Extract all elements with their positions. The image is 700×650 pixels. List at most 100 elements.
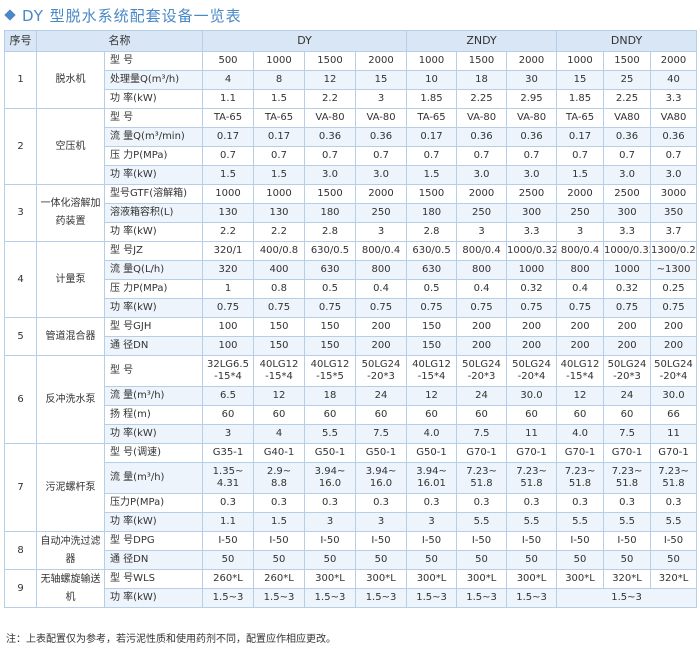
value-cell: 0.17	[202, 127, 254, 147]
value-cell: 40LG12 -15*5	[304, 355, 356, 387]
value-cell: 0.3	[456, 493, 508, 513]
group-name: 污泥螺杆泵	[36, 443, 105, 532]
value-cell: I-50	[456, 531, 508, 551]
value-cell: 150	[304, 317, 356, 337]
value-cell: G50-1	[304, 443, 356, 463]
value-cell: 24	[603, 386, 652, 406]
value-cell: 0.75	[650, 298, 698, 318]
table-row: 3 一体化溶解加药装置 型号GTF(溶解箱) 1000 1000 1500 2000 1500…	[4, 184, 698, 242]
value-cell: 1.5~3	[556, 588, 698, 608]
header-name: 名称	[36, 30, 203, 52]
value-cell: 10	[406, 70, 458, 90]
value-cell: 60	[603, 405, 652, 425]
value-cell: 0.7	[506, 146, 558, 166]
value-cell: 300*L	[406, 569, 458, 589]
value-cell: 0.36	[650, 127, 698, 147]
value-cell: 50	[406, 550, 458, 570]
table-row: 1 脱水机型 号 500 1000 1500 2000 1000 1500 2000 1000 15…	[4, 51, 698, 109]
table-row: 5 管道混合器型 号GJH 100 150 150 200 150 200 200 200 200 2…	[4, 317, 698, 356]
value-cell: 1	[202, 279, 254, 299]
value-cell: 1500	[304, 51, 356, 71]
value-cell: 12	[556, 386, 605, 406]
table-row: 8 自动冲洗过滤器型 号DPG I-50 I-50 I-50 I-50 I-50 I-50 I-…	[4, 531, 698, 570]
value-cell: 2500	[603, 184, 652, 204]
value-cell: 1.1	[202, 89, 254, 109]
value-cell: 800	[456, 260, 508, 280]
value-cell: 200	[506, 317, 558, 337]
value-cell: 0.75	[603, 298, 652, 318]
value-cell: 0.75	[506, 298, 558, 318]
value-cell: I-50	[556, 531, 605, 551]
value-cell: 0.36	[354, 127, 408, 147]
value-cell: 1.5	[406, 165, 458, 185]
value-cell: 60	[406, 405, 458, 425]
value-cell: 0.32	[506, 279, 558, 299]
value-cell: 4	[253, 424, 305, 444]
value-cell: 5.5	[456, 512, 508, 532]
value-cell: 1.5	[202, 165, 254, 185]
table-row: 4 计量泵型 号JZ 320/1 400/0.8 630/0.5 800/0.4 630/0…	[4, 241, 698, 318]
value-cell: I-50	[304, 531, 356, 551]
value-cell: 60	[354, 405, 408, 425]
value-cell: 50	[556, 550, 605, 570]
value-cell: 100	[202, 317, 254, 337]
equipment-table: 序号 名称 DY ZNDY DNDY 1 脱水机型 号 500 1000 1500 200…	[4, 30, 698, 608]
value-cell: 320/1	[202, 241, 254, 261]
value-cell: 12	[304, 70, 356, 90]
value-cell: 0.3	[506, 493, 558, 513]
value-cell: 0.75	[304, 298, 356, 318]
value-cell: 200	[603, 336, 652, 356]
value-cell: 0.75	[354, 298, 408, 318]
value-cell: 40LG12 -15*4	[253, 355, 305, 387]
value-cell: 1000	[506, 260, 558, 280]
param-label: 型 号	[104, 108, 203, 128]
value-cell: 300*L	[354, 569, 408, 589]
value-cell: 2000	[506, 51, 558, 71]
value-cell: 630	[304, 260, 356, 280]
value-cell: 0.3	[354, 493, 408, 513]
value-cell: TA-65	[253, 108, 305, 128]
header-row: 序号 名称 DY ZNDY DNDY	[4, 30, 698, 52]
value-cell: 0.75	[556, 298, 605, 318]
value-cell: 260*L	[253, 569, 305, 589]
page-title: DY 型脱水系统配套设备一览表	[4, 4, 242, 26]
value-cell: 800/0.4	[354, 241, 408, 261]
param-label: 功 率(kW)	[104, 588, 203, 608]
table-row: 功 率(kW) 1.1 1.5 2.2 3 1.85 2.25 2.95 1.85 2.25 3.3	[5, 89, 698, 109]
value-cell: 7.23~ 51.8	[603, 462, 652, 494]
value-cell: G35-1	[202, 443, 254, 463]
value-cell: 1.5	[556, 165, 605, 185]
value-cell: 1.5~3	[253, 588, 305, 608]
value-cell: 0.3	[603, 493, 652, 513]
value-cell: I-50	[506, 531, 558, 551]
value-cell: TA-65	[406, 108, 458, 128]
value-cell: 180	[406, 203, 458, 223]
value-cell: 0.36	[506, 127, 558, 147]
value-cell: G70-1	[556, 443, 605, 463]
value-cell: 1500	[304, 184, 356, 204]
value-cell: 1.5~3	[456, 588, 508, 608]
value-cell: 3.0	[650, 165, 698, 185]
value-cell: 250	[456, 203, 508, 223]
value-cell: 7.23~ 51.8	[506, 462, 558, 494]
value-cell: 200	[506, 336, 558, 356]
value-cell: 60	[253, 405, 305, 425]
value-cell: 15	[556, 70, 605, 90]
value-cell: 130	[202, 203, 254, 223]
value-cell: 0.75	[253, 298, 305, 318]
value-cell: 3.0	[603, 165, 652, 185]
value-cell: G70-1	[456, 443, 508, 463]
value-cell: 150	[406, 336, 458, 356]
value-cell: 2000	[650, 51, 698, 71]
value-cell: 0.75	[406, 298, 458, 318]
value-cell: 3.0	[354, 165, 408, 185]
group-seq: 5	[4, 317, 37, 356]
value-cell: 250	[354, 203, 408, 223]
value-cell: 800	[556, 260, 605, 280]
value-cell: 0.4	[556, 279, 605, 299]
value-cell: 1.5	[253, 89, 305, 109]
value-cell: 0.7	[354, 146, 408, 166]
value-cell: 5.5	[603, 512, 652, 532]
value-cell: 5.5	[556, 512, 605, 532]
